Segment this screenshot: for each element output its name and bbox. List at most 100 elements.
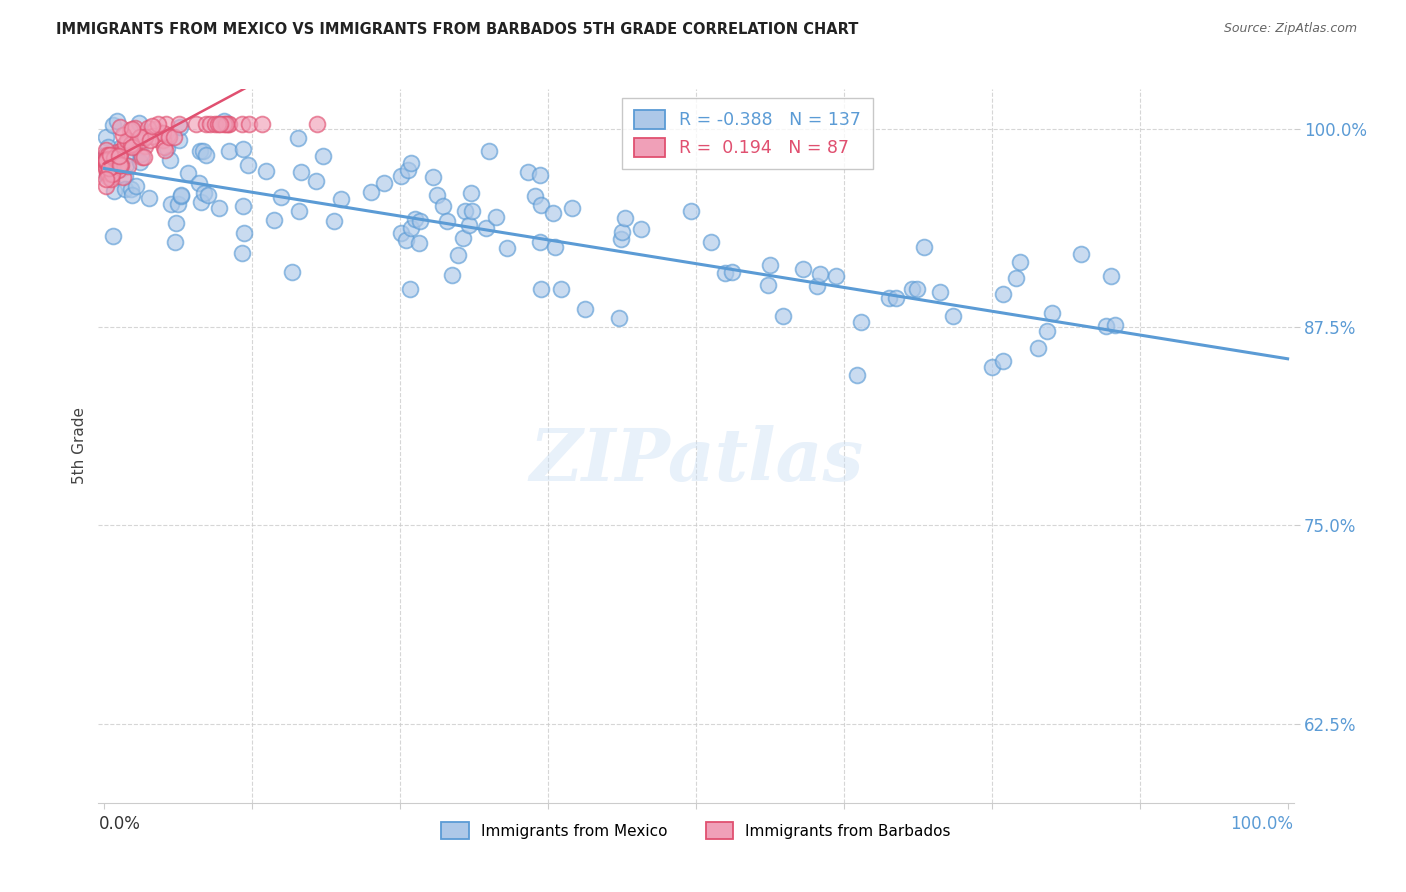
Point	[155, 143, 177, 157]
Point	[139, 133, 162, 147]
Point	[396, 162, 419, 177]
Point	[1104, 318, 1126, 332]
Point	[155, 117, 177, 131]
Point	[389, 226, 412, 240]
Point	[204, 117, 226, 131]
Point	[485, 211, 508, 225]
Point	[120, 182, 142, 196]
Point	[263, 213, 285, 227]
Y-axis label: 5th Grade: 5th Grade	[72, 408, 87, 484]
Point	[114, 169, 136, 183]
Point	[461, 204, 484, 219]
Point	[112, 169, 135, 184]
Point	[103, 151, 125, 165]
Point	[94, 156, 117, 170]
Point	[152, 133, 174, 147]
Point	[110, 161, 132, 176]
Point	[193, 186, 215, 200]
Point	[128, 116, 150, 130]
Point	[614, 211, 637, 226]
Point	[136, 121, 159, 136]
Point	[215, 117, 238, 131]
Point	[110, 120, 132, 134]
Point	[146, 117, 169, 131]
Point	[118, 135, 141, 149]
Point	[478, 144, 501, 158]
Point	[607, 311, 630, 326]
Point	[98, 170, 121, 185]
Point	[105, 152, 128, 166]
Point	[516, 165, 538, 179]
Point	[94, 153, 117, 168]
Point	[103, 185, 125, 199]
Point	[541, 206, 564, 220]
Point	[94, 148, 117, 162]
Point	[905, 282, 928, 296]
Point	[100, 172, 122, 186]
Point	[808, 267, 831, 281]
Point	[1099, 269, 1122, 284]
Point	[877, 292, 900, 306]
Point	[101, 160, 124, 174]
Point	[146, 132, 169, 146]
Point	[105, 151, 128, 165]
Point	[156, 141, 179, 155]
Point	[101, 229, 124, 244]
Point	[152, 126, 174, 140]
Point	[162, 130, 184, 145]
Point	[143, 122, 166, 136]
Point	[100, 168, 122, 182]
Point	[792, 262, 814, 277]
Point	[426, 188, 449, 202]
Point	[105, 145, 128, 159]
Point	[287, 131, 309, 145]
Point	[101, 158, 124, 172]
Point	[108, 147, 131, 161]
Point	[167, 196, 190, 211]
Point	[94, 151, 117, 165]
Point	[238, 158, 260, 172]
Point	[529, 168, 551, 182]
Point	[159, 153, 181, 167]
Point	[254, 164, 277, 178]
Point	[122, 138, 145, 153]
Point	[190, 195, 212, 210]
Point	[394, 233, 416, 247]
Point	[231, 246, 253, 260]
Point	[312, 149, 335, 163]
Point	[270, 190, 292, 204]
Point	[94, 171, 117, 186]
Point	[169, 120, 191, 134]
Point	[141, 119, 163, 133]
Point	[1008, 255, 1031, 269]
Point	[218, 117, 240, 131]
Point	[124, 121, 146, 136]
Text: 100.0%: 100.0%	[1230, 815, 1294, 833]
Point	[232, 199, 254, 213]
Point	[194, 148, 217, 162]
Point	[714, 266, 737, 280]
Point	[167, 117, 190, 131]
Point	[993, 287, 1015, 301]
Point	[188, 145, 211, 159]
Point	[108, 149, 131, 163]
Point	[612, 225, 634, 239]
Point	[114, 158, 136, 172]
Point	[96, 152, 118, 166]
Text: Source: ZipAtlas.com: Source: ZipAtlas.com	[1223, 22, 1357, 36]
Point	[422, 169, 444, 184]
Point	[323, 213, 346, 227]
Point	[233, 226, 256, 240]
Point	[157, 128, 180, 143]
Point	[98, 160, 121, 174]
Point	[97, 148, 120, 162]
Point	[630, 222, 652, 236]
Point	[912, 240, 935, 254]
Point	[131, 150, 153, 164]
Point	[1094, 318, 1116, 333]
Point	[436, 213, 458, 227]
Point	[679, 204, 702, 219]
Point	[756, 278, 779, 293]
Point	[280, 264, 302, 278]
Point	[991, 353, 1014, 368]
